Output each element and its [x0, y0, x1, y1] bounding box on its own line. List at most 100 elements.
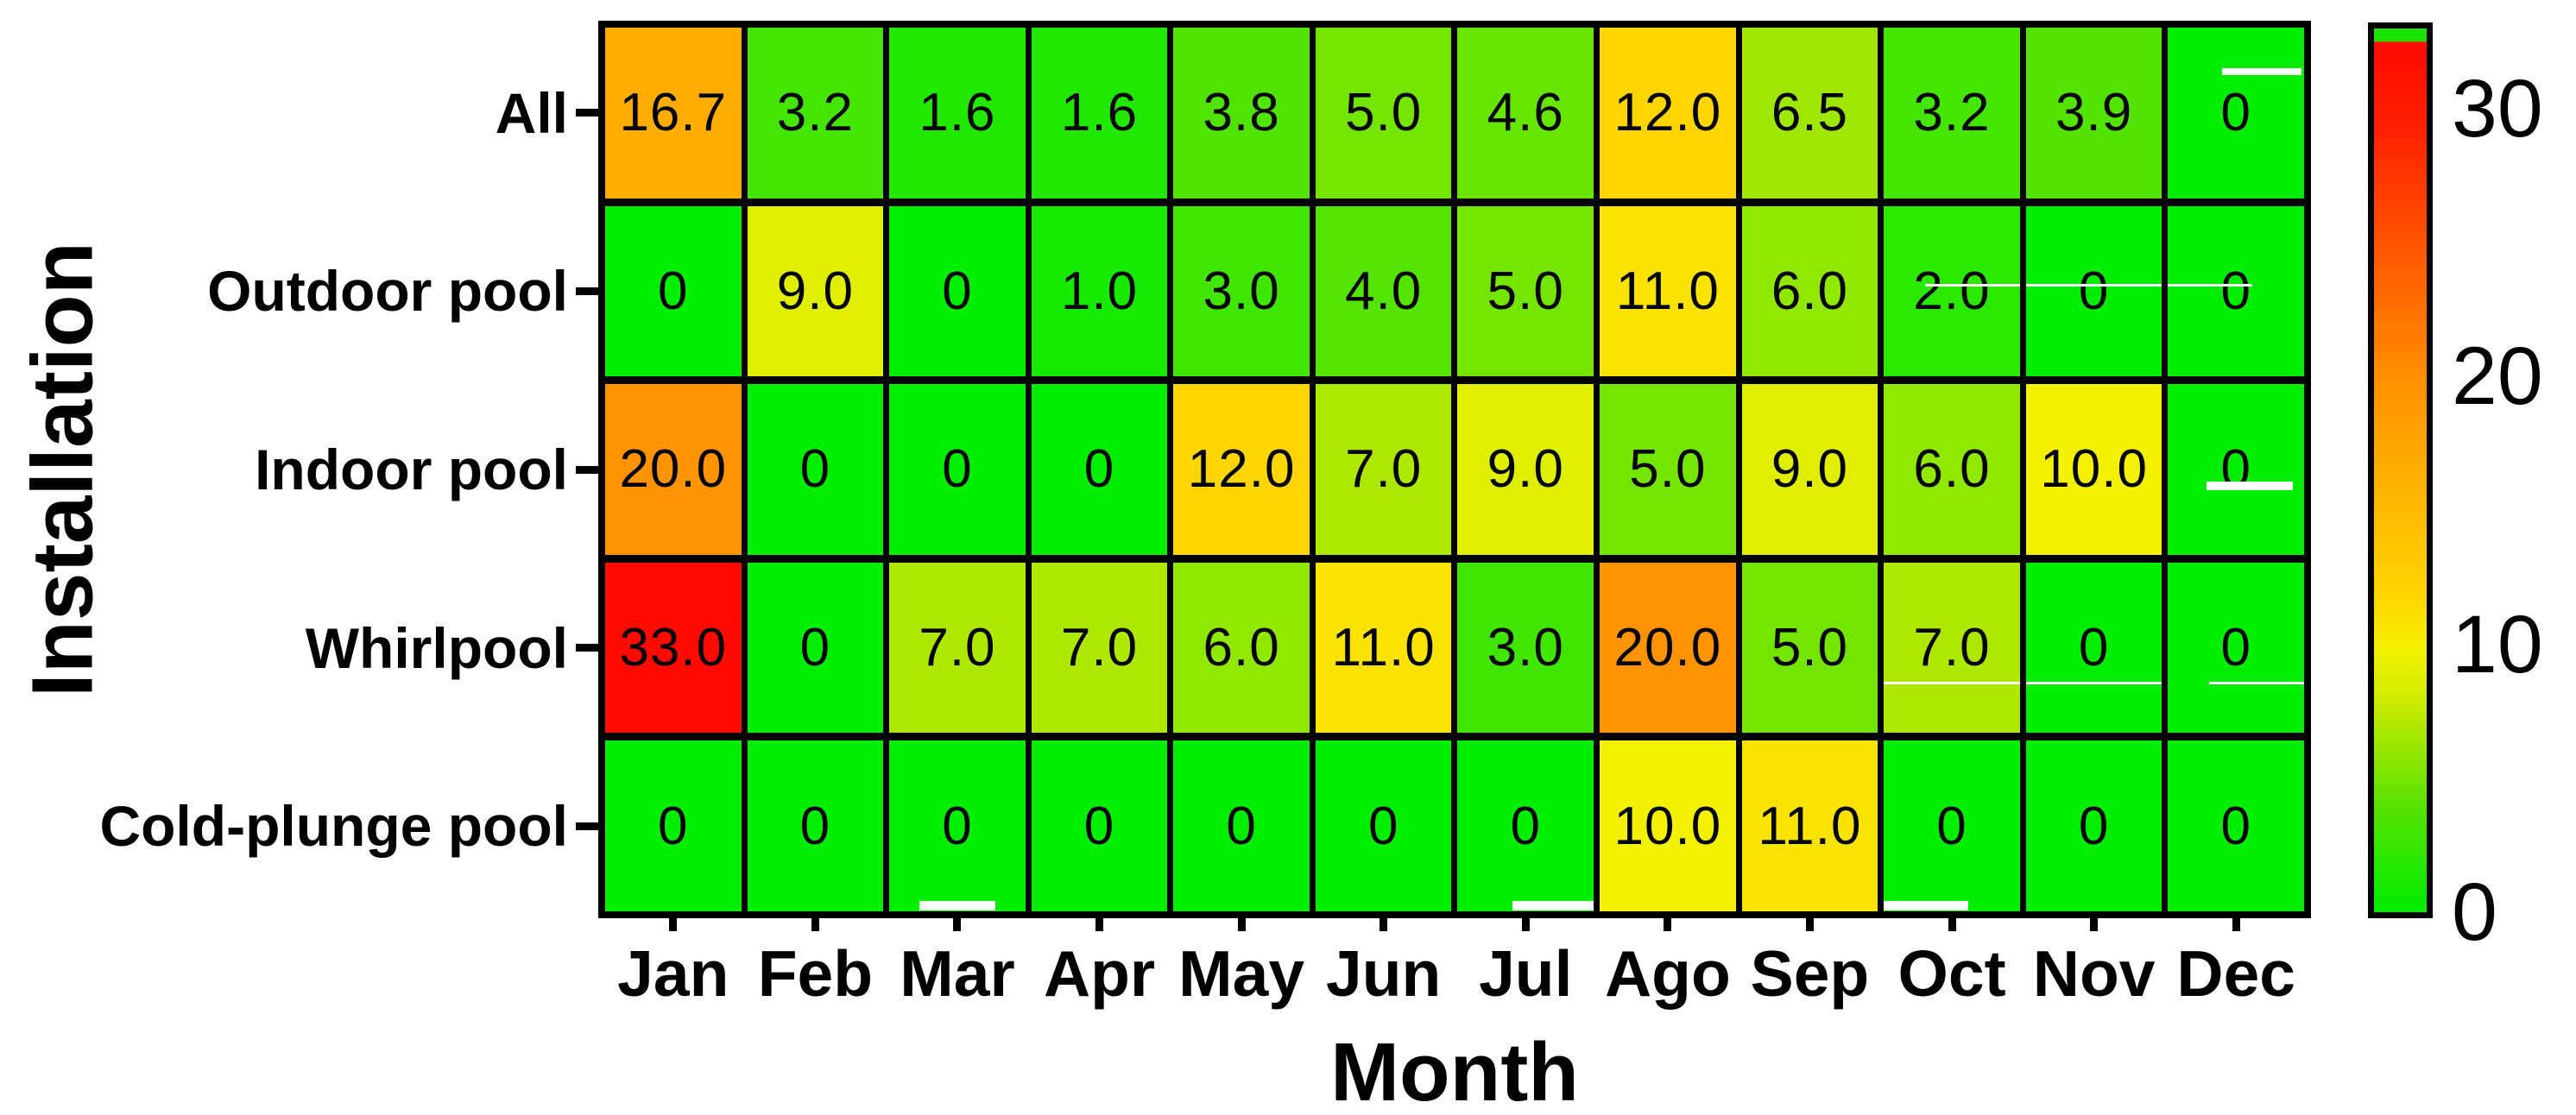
heatmap-cell: 5.0 [1741, 562, 1878, 734]
x-tick-mark [1095, 918, 1104, 931]
heatmap-cell: 6.0 [1173, 562, 1310, 734]
cell-value: 12.0 [1613, 83, 1722, 143]
x-tick-mark [1805, 918, 1814, 931]
x-tick-label: Dec [2176, 937, 2295, 1010]
heatmap-cell: 3.0 [1173, 205, 1310, 377]
colorbar-gradient [2374, 28, 2427, 912]
heatmap-cell: 16.7 [605, 28, 742, 198]
colorbar-tick-label: 0 [2452, 866, 2497, 958]
cell-value: 5.0 [1345, 83, 1423, 143]
cell-value: 7.0 [1913, 618, 1991, 678]
heatmap-cell: 0 [889, 384, 1026, 555]
cell-value: 3.8 [1203, 83, 1280, 143]
cell-value: 0 [1510, 796, 1542, 856]
heatmap-cell: 33.0 [605, 562, 742, 734]
heatmap-cell: 7.0 [1884, 562, 2020, 734]
heatmap-cell: 11.0 [1315, 562, 1452, 734]
heatmap-cell: 0 [1884, 740, 2020, 911]
cell-value: 0 [1367, 796, 1399, 856]
white-artifact [1884, 901, 1968, 911]
heatmap-cell: 20.0 [1600, 562, 1736, 734]
x-tick-label: Feb [757, 937, 874, 1010]
colorbar [2368, 22, 2433, 918]
heatmap-cell: 0 [889, 740, 1026, 911]
cell-value: 3.2 [1913, 83, 1991, 143]
heatmap-cell: 0 [2025, 205, 2162, 377]
cell-value: 0 [799, 618, 831, 678]
heatmap-cell: 0 [1173, 740, 1310, 911]
cell-value: 0 [1083, 439, 1115, 500]
white-artifact [1512, 901, 1594, 911]
heatmap-cell: 10.0 [1600, 740, 1736, 911]
heatmap-cell: 3.2 [747, 28, 884, 198]
white-artifact [2025, 682, 2162, 685]
heatmap-cell: 9.0 [1457, 384, 1594, 555]
x-tick-mark [953, 918, 962, 931]
cell-value: 3.0 [1203, 261, 1280, 321]
y-tick-label: Indoor pool [255, 438, 568, 501]
cell-value: 0 [2220, 618, 2251, 678]
x-tick-label: Sep [1750, 937, 1870, 1010]
cell-value: 4.6 [1487, 83, 1564, 143]
cell-value: 3.2 [776, 83, 854, 143]
heatmap-cell: 0 [2168, 384, 2304, 555]
y-tick-label: Cold-plunge pool [99, 794, 568, 859]
x-tick-mark [811, 918, 819, 931]
x-tick-label: Jun [1326, 937, 1442, 1010]
white-artifact [2025, 284, 2162, 287]
cell-value: 0 [2078, 796, 2110, 856]
x-tick-mark [1948, 918, 1956, 931]
x-tick-mark [2090, 918, 2099, 931]
y-tick-mark [576, 465, 598, 474]
heatmap-cell: 0 [1315, 740, 1452, 911]
heatmap-cell: 0 [2168, 562, 2304, 734]
heatmap-cell: 20.0 [605, 384, 742, 555]
cell-value: 0 [1226, 796, 1257, 856]
x-tick-mark [1237, 918, 1246, 931]
cell-value: 0 [799, 439, 831, 500]
x-tick-label: Oct [1897, 937, 2006, 1010]
cell-value: 4.0 [1345, 261, 1423, 321]
y-tick-label: Outdoor pool [207, 259, 568, 324]
cell-value: 1.0 [1060, 261, 1139, 321]
cell-value: 10.0 [2040, 439, 2148, 500]
x-tick-label: Mar [900, 937, 1015, 1010]
cell-value: 0 [2220, 83, 2251, 143]
cell-value: 5.0 [1629, 439, 1707, 500]
cell-value: 0 [2220, 261, 2251, 321]
x-tick-mark [1664, 918, 1672, 931]
heatmap-cell: 4.0 [1315, 205, 1452, 377]
x-tick-label: Ago [1604, 937, 1731, 1010]
cell-value: 5.0 [1487, 261, 1564, 321]
white-artifact [2222, 68, 2301, 76]
colorbar-tick-label: 30 [2452, 63, 2543, 155]
cell-value: 1.6 [919, 83, 996, 143]
heatmap-cell: 11.0 [1600, 205, 1736, 377]
heatmap-cell: 0 [1031, 384, 1168, 555]
cell-value: 0 [799, 796, 831, 856]
heatmap-cell: 7.0 [1315, 384, 1452, 555]
heatmap-cell: 0 [2168, 205, 2304, 377]
cell-value: 0 [942, 439, 973, 500]
cell-value: 16.7 [619, 83, 728, 143]
cell-value: 0 [1936, 796, 1967, 856]
heatmap-cell: 0 [2168, 740, 2304, 911]
x-tick-label: Nov [2032, 937, 2156, 1010]
white-artifact [1924, 284, 2020, 287]
heatmap-cell: 9.0 [747, 205, 884, 377]
white-artifact [2208, 682, 2304, 685]
heatmap-cell: 0 [2168, 28, 2304, 198]
cell-value: 5.0 [1771, 618, 1849, 678]
heatmap-cell: 12.0 [1600, 28, 1736, 198]
heatmap-cell: 7.0 [1031, 562, 1168, 734]
cell-value: 11.0 [1615, 261, 1720, 321]
cell-value: 7.0 [1345, 439, 1423, 500]
cell-value: 6.0 [1771, 261, 1849, 321]
cell-value: 7.0 [1060, 618, 1139, 678]
heatmap-cell: 3.8 [1173, 28, 1310, 198]
cell-value: 7.0 [919, 618, 996, 678]
cell-value: 33.0 [619, 618, 728, 678]
cell-value: 12.0 [1187, 439, 1296, 500]
cell-value: 3.9 [2055, 83, 2133, 143]
